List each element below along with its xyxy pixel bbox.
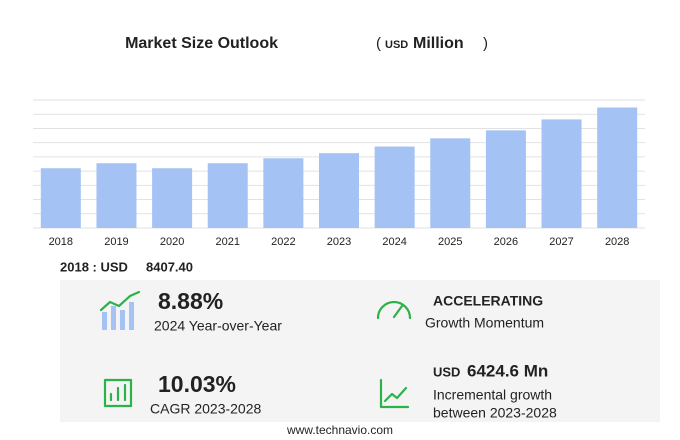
icon-gauge xyxy=(376,300,412,320)
unit-currency: USD xyxy=(385,39,408,51)
bar xyxy=(96,163,137,228)
panel xyxy=(60,280,660,422)
bar xyxy=(263,158,304,228)
x-tick-label: 2023 xyxy=(327,236,351,248)
bar xyxy=(597,107,638,228)
card-unit: USD xyxy=(433,364,460,379)
card-value: 10.03% xyxy=(158,371,236,397)
bar xyxy=(207,163,248,228)
card-caption: Growth Momentum xyxy=(425,315,544,331)
x-tick-label: 2021 xyxy=(215,236,239,248)
x-tick-label: 2025 xyxy=(438,236,462,248)
bar xyxy=(430,138,471,228)
icon-chart xyxy=(103,378,133,408)
bar xyxy=(319,153,359,228)
footer: www.technavio.com xyxy=(286,423,393,437)
card-value: 6424.6 Mn xyxy=(467,361,548,380)
plot: 2018 2019 2020 2021 2022 2023 2024 2025 2026 2027… xyxy=(33,99,645,248)
bar xyxy=(485,130,526,228)
x-tick-label: 2019 xyxy=(104,236,128,248)
x-tick-label: 2022 xyxy=(271,236,295,248)
card-caption: Incremental growth xyxy=(433,387,552,403)
chart-title: Market Size Outlook xyxy=(125,35,278,52)
bar xyxy=(541,119,582,228)
bar xyxy=(40,168,81,228)
icon-bars xyxy=(99,290,141,330)
unit-open: ( xyxy=(376,35,381,52)
x-tick-label: 2020 xyxy=(160,236,184,248)
card-caption: 2024 Year-over-Year xyxy=(154,318,282,334)
x-tick-label: 2018 xyxy=(49,236,73,248)
base-value: 8407.40 xyxy=(146,259,193,274)
card-caption: CAGR 2023-2028 xyxy=(150,401,262,417)
card-value: 8.88% xyxy=(158,288,223,314)
icon-growth xyxy=(379,378,410,409)
x-tick-label: 2026 xyxy=(494,236,518,248)
card-value: ACCELERATING xyxy=(433,293,543,309)
base-label: 2018 : USD xyxy=(60,259,128,274)
bar xyxy=(152,168,193,228)
unit-name: Million xyxy=(413,35,464,52)
x-tick-label: 2027 xyxy=(549,236,573,248)
unit-close: ) xyxy=(483,35,488,52)
x-tick-label: 2024 xyxy=(382,236,406,248)
x-tick-label: 2028 xyxy=(605,236,629,248)
card-caption: between 2023-2028 xyxy=(433,405,557,421)
bar xyxy=(374,146,415,228)
